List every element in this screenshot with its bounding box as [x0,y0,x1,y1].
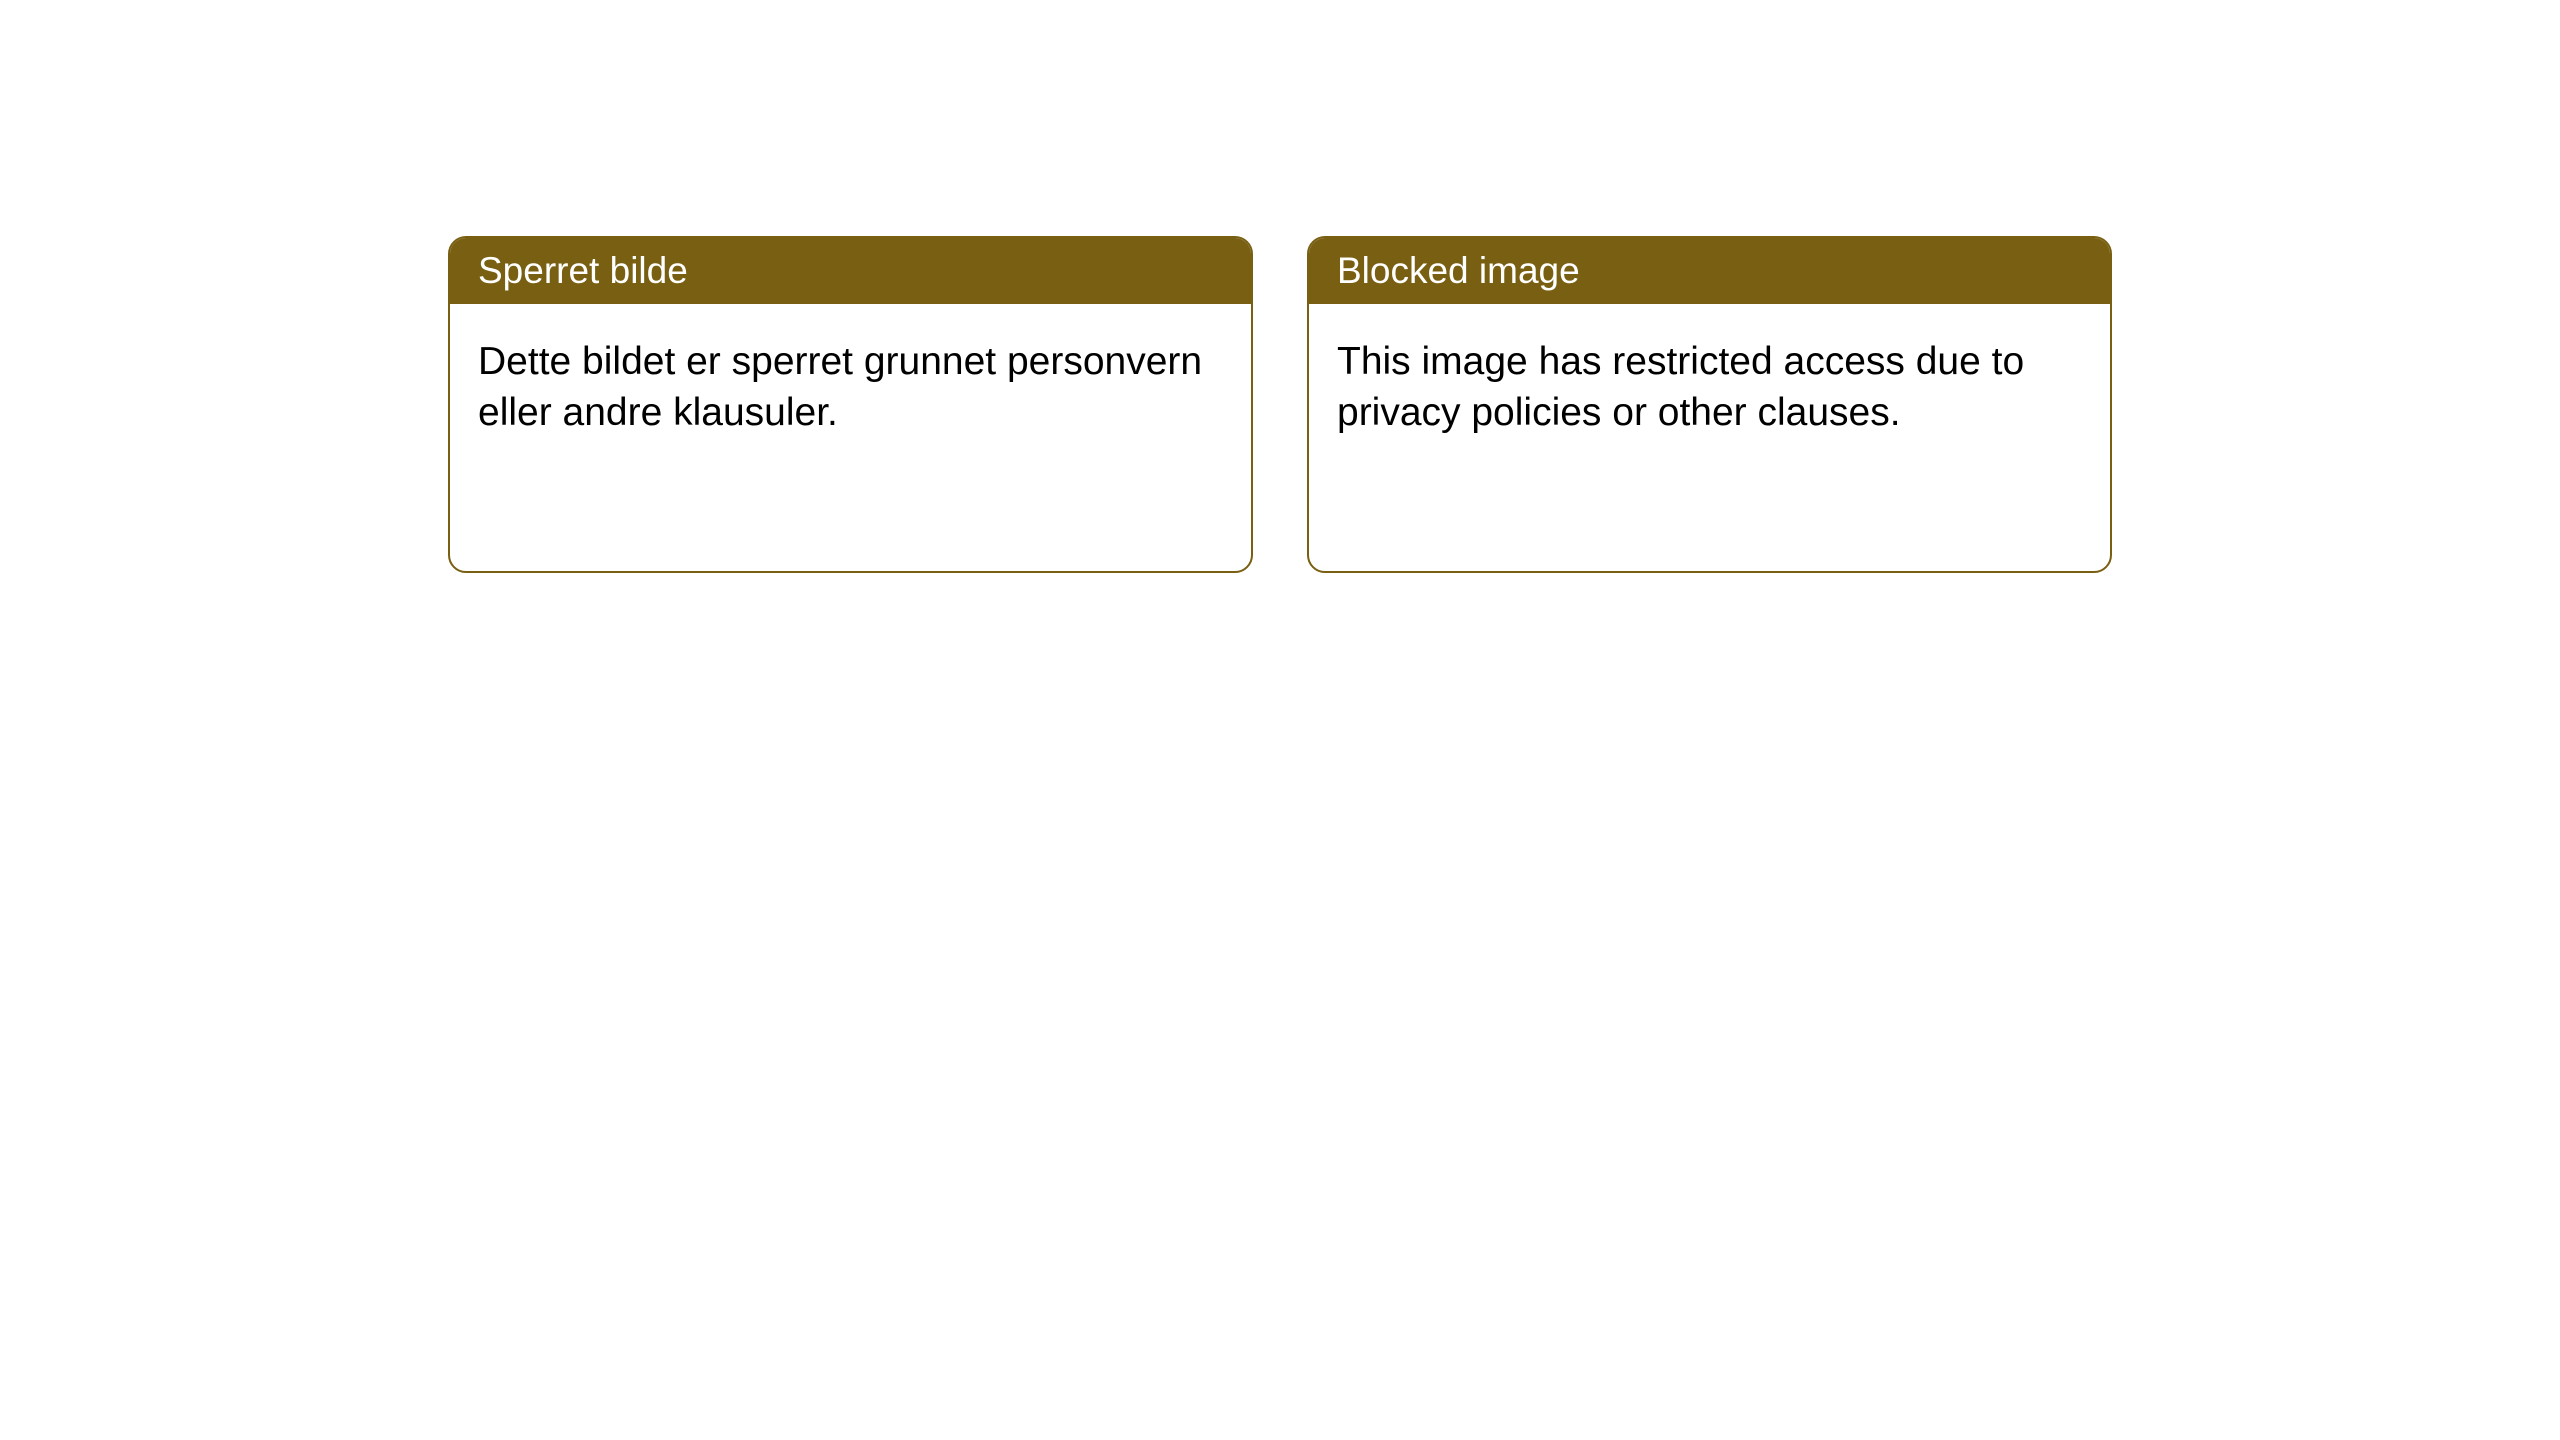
notice-card-english: Blocked image This image has restricted … [1307,236,2112,573]
notice-body: Dette bildet er sperret grunnet personve… [450,304,1251,471]
notice-card-norwegian: Sperret bilde Dette bildet er sperret gr… [448,236,1253,573]
notice-message: Dette bildet er sperret grunnet personve… [478,340,1202,434]
notice-title: Sperret bilde [478,250,688,291]
notice-message: This image has restricted access due to … [1337,340,2024,434]
notice-body: This image has restricted access due to … [1309,304,2110,471]
notice-header: Blocked image [1309,238,2110,304]
notice-header: Sperret bilde [450,238,1251,304]
notice-container: Sperret bilde Dette bildet er sperret gr… [0,0,2560,573]
notice-title: Blocked image [1337,250,1580,291]
